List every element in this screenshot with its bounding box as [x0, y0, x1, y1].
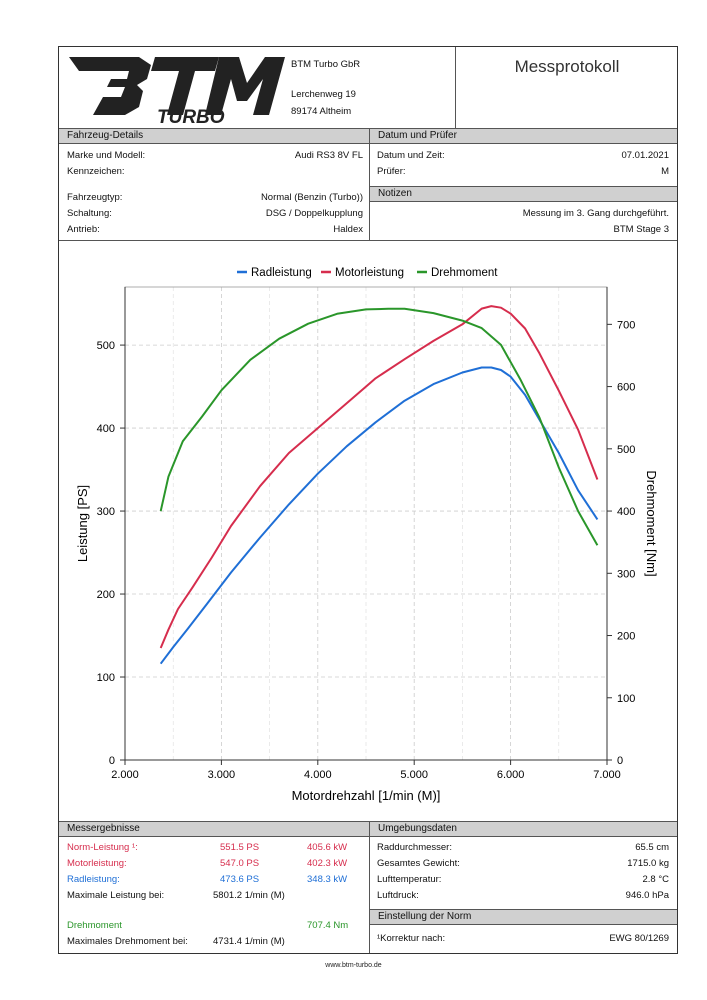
vehicle-gearbox-value: DSG / Doppelkupplung	[265, 208, 363, 219]
air-temp-label: Lufttemperatur:	[377, 874, 442, 885]
torque-label: Drehmoment	[67, 920, 122, 931]
legend-item: Radleistung	[251, 267, 312, 279]
wheel-power-label: Radleistung:	[67, 874, 120, 885]
x-tick-label: 6.000	[497, 769, 525, 781]
vehicle-drive-value: Haldex	[333, 224, 363, 235]
wheel-power-kw: 348.3 kW	[307, 874, 348, 885]
y2-tick-label: 500	[617, 444, 635, 456]
motor-power-ps: 547.0 PS	[220, 858, 260, 869]
motor-power-label: Motorleistung:	[67, 858, 127, 869]
y-tick-label: 0	[109, 755, 115, 767]
legend-item: Motorleistung	[335, 267, 404, 279]
chart-legend: Radleistung Motorleistung Drehmoment	[237, 267, 498, 279]
legend-item: Drehmoment	[431, 267, 498, 279]
wheel-power-ps: 473.6 PS	[220, 874, 260, 885]
y2-tick-label: 200	[617, 631, 635, 643]
x-axis-label: Motordrehzahl [1/min (M)]	[292, 788, 441, 803]
y-tick-label: 100	[97, 672, 115, 684]
company-city: 89174 Altheim	[291, 106, 352, 117]
norm-correction-label: ¹Korrektur nach:	[377, 933, 446, 944]
norm-power-label: Norm-Leistung ¹:	[67, 842, 138, 853]
wheel-diameter-label: Raddurchmesser:	[377, 842, 452, 853]
notes-line-2: BTM Stage 3	[613, 224, 669, 235]
motor-power-kw: 402.3 kW	[307, 858, 348, 869]
series-line-motorleistung	[159, 305, 599, 649]
y2-tick-label: 300	[617, 568, 635, 580]
company-name: BTM Turbo GbR	[291, 59, 361, 70]
torque-value: 707.4 Nm	[307, 920, 349, 931]
y2-tick-label: 100	[617, 693, 635, 705]
y-tick-label: 500	[97, 340, 115, 352]
chart-grid	[125, 287, 607, 761]
max-torque-rpm-value: 4731.4 1/min (M)	[213, 936, 285, 947]
chart-axes: 2.000 3.000 4.000 5.000 6.000 7.000 0 100 200 300…	[97, 286, 635, 781]
vehicle-plate-label: Kennzeichen:	[67, 166, 125, 177]
x-tick-label: 7.000	[593, 769, 621, 781]
max-power-rpm-label: Maximale Leistung bei:	[67, 890, 165, 901]
vehicle-type-value: Normal (Benzin (Turbo))	[260, 192, 363, 203]
notes-section-header: Notizen	[369, 186, 677, 202]
x-tick-label: 2.000	[111, 769, 139, 781]
vehicle-type-label: Fahrzeugtyp:	[67, 192, 123, 203]
vehicle-model-label: Marke und Modell:	[67, 150, 146, 161]
vehicle-drive-label: Antrieb:	[67, 224, 100, 235]
y-axis-label-right: Drehmoment [Nm]	[644, 470, 659, 576]
norm-correction-value: EWG 80/1269	[609, 933, 669, 944]
y2-tick-label: 400	[617, 506, 635, 518]
max-torque-rpm-label: Maximales Drehmoment bei:	[67, 936, 188, 947]
btm-turbo-logo: TURBO	[69, 57, 285, 125]
date-value: 07.01.2021	[621, 150, 669, 161]
x-tick-label: 4.000	[304, 769, 332, 781]
examiner-label: Prüfer:	[377, 166, 406, 177]
environment-section-header: Umgebungsdaten	[369, 821, 677, 837]
y-tick-label: 200	[97, 589, 115, 601]
norm-power-ps: 551.5 PS	[220, 842, 260, 853]
max-power-rpm-value: 5801.2 1/min (M)	[213, 890, 285, 901]
y2-tick-label: 0	[617, 755, 623, 767]
y-tick-label: 400	[97, 423, 115, 435]
vehicle-gearbox-label: Schaltung:	[67, 208, 112, 219]
vehicle-section-header: Fahrzeug-Details	[59, 128, 369, 144]
results-section-header: Messergebnisse	[59, 821, 369, 837]
date-label: Datum und Zeit:	[377, 150, 445, 161]
chart-series	[159, 305, 599, 665]
y2-tick-label: 700	[617, 319, 635, 331]
total-weight-label: Gesamtes Gewicht:	[377, 858, 460, 869]
y-tick-label: 300	[97, 506, 115, 518]
series-line-drehmoment	[159, 307, 599, 546]
examiner-section-header: Datum und Prüfer	[369, 128, 677, 144]
report-frame: TURBO BTM Turbo GbR Lerchenweg 19 89174 …	[58, 46, 678, 954]
norm-section-header: Einstellung der Norm	[369, 909, 677, 925]
examiner-value: M	[661, 166, 669, 177]
dyno-chart: Radleistung Motorleistung Drehmoment 2.000…	[75, 267, 659, 803]
x-tick-label: 3.000	[208, 769, 236, 781]
norm-power-kw: 405.6 kW	[307, 842, 348, 853]
air-temp-value: 2.8 °C	[642, 874, 669, 885]
y2-tick-label: 600	[617, 382, 635, 394]
logo-turbo-text: TURBO	[157, 107, 225, 125]
notes-line-1: Messung im 3. Gang durchgeführt.	[522, 208, 669, 219]
document-title: Messprotokoll	[514, 57, 620, 76]
air-pressure-label: Luftdruck:	[377, 890, 419, 901]
total-weight-value: 1715.0 kg	[627, 858, 669, 869]
air-pressure-value: 946.0 hPa	[625, 890, 669, 901]
x-tick-label: 5.000	[400, 769, 428, 781]
vehicle-model-value: Audi RS3 8V FL	[294, 150, 363, 161]
series-line-radleistung	[159, 366, 599, 665]
y-axis-label-left: Leistung [PS]	[75, 485, 90, 562]
wheel-diameter-value: 65.5 cm	[635, 842, 669, 853]
company-street: Lerchenweg 19	[291, 89, 356, 100]
footer-url: www.btm-turbo.de	[325, 962, 382, 969]
